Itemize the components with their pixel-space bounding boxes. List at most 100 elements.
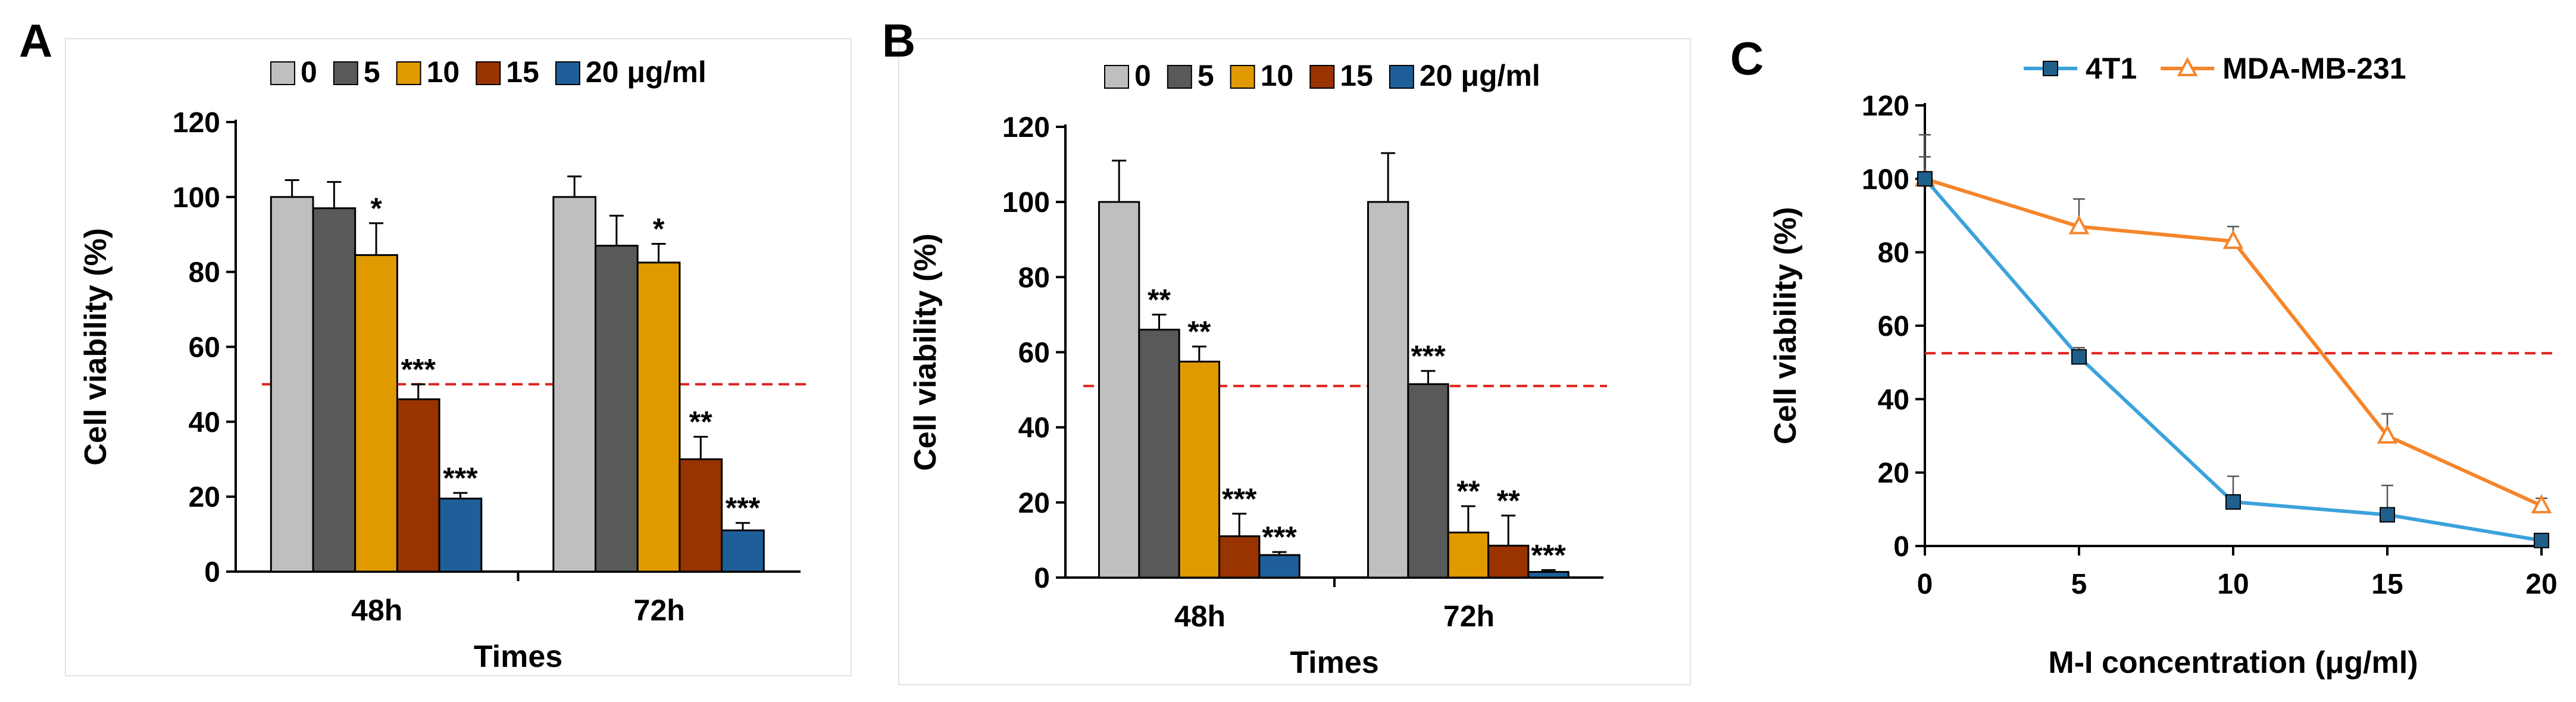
bar (1487, 544, 1530, 579)
bar (438, 497, 483, 573)
y-tick-label: 20 (1018, 488, 1050, 519)
y-tick-label: 40 (1018, 413, 1050, 444)
significance-label: ** (1187, 315, 1211, 348)
legend-swatch (396, 61, 421, 85)
data-point-square (2225, 494, 2241, 510)
bar (312, 207, 357, 573)
bar (1367, 201, 1409, 579)
panel-b: B 0 5 10 15 20 μg/ml 0 20 40 60 80 100 120 ** ** *** ***… (869, 0, 1702, 702)
legend-label: 15 (1340, 59, 1373, 92)
x-axis-title: M-I concentration (μg/ml) (2048, 645, 2418, 680)
significance-label: * (370, 192, 382, 225)
significance-label: *** (1262, 520, 1297, 554)
legend-swatch (1104, 65, 1129, 89)
bar-chart-b: B0 5 10 15 20 μg/ml020406080100120**********… (882, 14, 1691, 685)
y-tick-label: 60 (1878, 311, 1909, 342)
legend-label: 4T1 (2086, 52, 2137, 85)
legend-label: 0 (1134, 59, 1151, 92)
legend-marker-square (2043, 61, 2058, 76)
legend-swatch (333, 61, 358, 85)
bar (354, 254, 398, 573)
y-tick-label: 20 (1878, 458, 1909, 489)
legend: 0 5 10 15 20 μg/ml (1104, 59, 1540, 92)
y-tick-label: 0 (204, 557, 220, 588)
y-tick-label: 0 (1034, 563, 1050, 594)
bar-chart-a: A0 5 10 15 20 μg/ml020406080100120*******48h… (19, 14, 852, 676)
bar (1138, 329, 1180, 579)
y-tick-label: 120 (173, 107, 220, 139)
y-axis-title: Cell viability (%) (1768, 207, 1803, 445)
significance-label: ** (1456, 475, 1480, 508)
y-tick-label: 60 (1018, 338, 1050, 369)
data-point-triangle (2531, 494, 2552, 514)
bar (595, 245, 639, 573)
x-tick-label: 15 (2371, 569, 2403, 600)
panel-c: C 4T1 MDA-MB-231 0 20 40 60 80 100 120 0 5 10 15 20 M-I… (1702, 0, 2576, 702)
bar (1098, 201, 1140, 579)
significance-label: *** (401, 352, 436, 386)
y-tick-label: 40 (189, 407, 220, 438)
bar (1218, 535, 1261, 579)
significance-label: *** (1531, 538, 1566, 572)
y-axis-title: Cell viability (%) (908, 233, 943, 471)
bar (1178, 360, 1221, 579)
x-tick-label: 5 (2071, 569, 2087, 600)
y-tick-label: 60 (189, 332, 220, 364)
line-chart-c: C 4T1 MDA-MB-231 0 20 40 60 80 100 120 0 5 10 15 20 M-I… (1730, 32, 2558, 680)
significance-label: *** (1222, 482, 1257, 516)
plot-frame (65, 38, 852, 676)
bar (636, 261, 681, 573)
legend-label: 20 μg/ml (1420, 59, 1540, 92)
legend-swatch (476, 61, 501, 85)
x-tick-label: 0 (1917, 569, 1933, 600)
data-point-square (2380, 507, 2395, 523)
y-tick-label: 20 (189, 482, 220, 513)
bar (1447, 531, 1490, 579)
y-tick-label: 120 (1862, 91, 1909, 122)
bar (270, 196, 314, 573)
y-axis-title: Cell viability (%) (79, 228, 113, 466)
significance-label: ** (1497, 484, 1520, 517)
legend-label: 5 (1198, 59, 1214, 92)
legend-swatch (1389, 65, 1414, 89)
x-tick-label: 10 (2217, 569, 2249, 600)
data-point-square (1917, 171, 1933, 187)
panel-letter: C (1730, 32, 1764, 85)
bar (1258, 554, 1300, 579)
legend-label: 15 (506, 55, 539, 89)
y-tick-label: 100 (1002, 187, 1050, 219)
bar (552, 196, 597, 573)
panel-letter: A (19, 14, 52, 67)
x-tick-label: 72h (1443, 600, 1495, 633)
data-point-square (2534, 532, 2549, 548)
bar (1527, 571, 1570, 579)
legend-marker-triangle (2177, 57, 2198, 76)
y-tick-label: 120 (1002, 112, 1050, 143)
bar (721, 529, 765, 573)
x-tick-label: 48h (1174, 600, 1226, 633)
bar (1407, 383, 1449, 579)
data-point-triangle (2068, 215, 2090, 235)
y-tick-label: 0 (1893, 531, 1909, 563)
data-point-triangle (2222, 229, 2244, 249)
legend-swatch (1309, 65, 1335, 89)
legend-label: 0 (301, 55, 317, 89)
data-point-triangle (2377, 424, 2398, 444)
y-tick-label: 40 (1878, 384, 1909, 416)
panel-letter: B (882, 14, 915, 67)
x-axis-title: Times (474, 639, 562, 674)
significance-label: *** (443, 461, 478, 495)
significance-label: * (653, 212, 665, 245)
legend: 0 5 10 15 20 μg/ml (270, 55, 706, 89)
legend-label: 10 (1261, 59, 1294, 92)
y-tick-label: 80 (1018, 262, 1050, 294)
y-tick-label: 80 (1878, 238, 1909, 269)
x-tick-label: 48h (351, 594, 402, 627)
panel-a: A 0 5 10 15 20 μg/ml 0 20 40 60 80 100 120 * *** *** 48h… (0, 0, 863, 702)
bar (396, 398, 440, 573)
x-axis-title: Times (1290, 645, 1378, 680)
legend: 4T1 MDA-MB-231 (2024, 52, 2406, 85)
x-tick-label: 20 (2525, 569, 2557, 600)
bar (679, 458, 723, 573)
legend-swatch (1230, 65, 1255, 89)
